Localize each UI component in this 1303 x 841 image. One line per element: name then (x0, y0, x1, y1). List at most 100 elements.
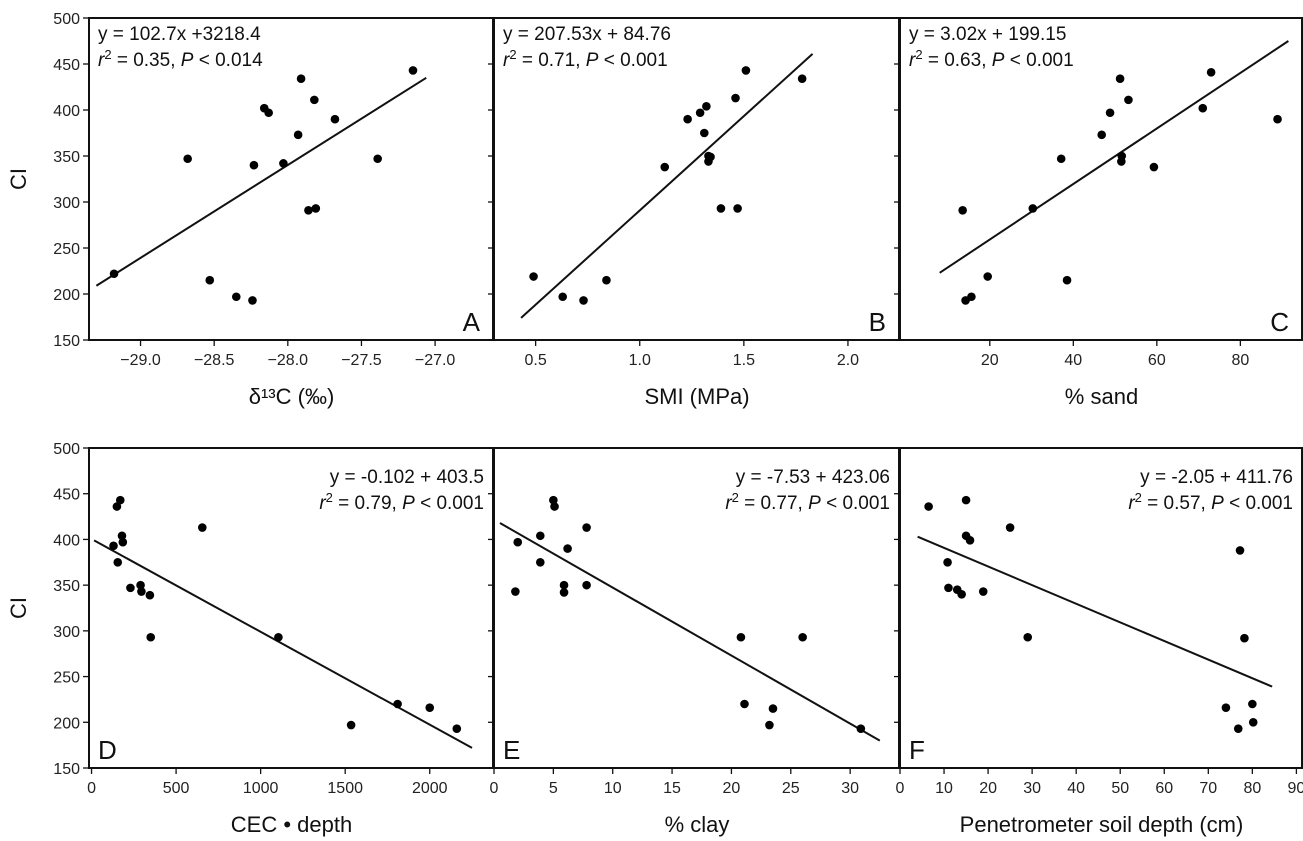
data-point (1062, 275, 1072, 285)
data-point (699, 128, 709, 138)
data-point (126, 583, 135, 593)
data-point (765, 720, 774, 730)
data-point (965, 536, 975, 545)
data-point (249, 160, 259, 170)
x-tick-label: −28.0 (268, 352, 309, 369)
data-point (145, 590, 155, 600)
data-point (716, 204, 726, 213)
data-point (109, 541, 118, 551)
x-tick-label: 0.5 (525, 352, 547, 369)
data-point (408, 66, 418, 75)
data-point (279, 159, 288, 168)
y-tick-label: 450 (53, 487, 80, 504)
data-point (1023, 632, 1033, 642)
data-point (1198, 103, 1208, 113)
x-tick-label: 80 (1243, 780, 1261, 797)
panel-F: 0 10 20 30 40 50 60 70 80 90 Penetrometer soil dep… (894, 447, 1303, 837)
data-point (117, 531, 127, 541)
x-tick-label: 1.0 (629, 352, 651, 369)
data-point (304, 205, 313, 215)
data-point (373, 154, 382, 164)
equation-label: y = 3.02x + 199.15 (909, 24, 1066, 45)
data-point (582, 580, 591, 590)
data-point (274, 632, 283, 642)
panel-letter: F (909, 735, 925, 765)
data-point (602, 275, 611, 285)
data-point (183, 154, 192, 164)
panel-letter: A (463, 307, 481, 337)
data-point (967, 292, 976, 302)
x-tick-label: 2000 (412, 780, 448, 797)
y-tick-label: 350 (53, 149, 80, 166)
data-point (943, 557, 952, 567)
y-tick-label: 200 (53, 287, 80, 304)
data-point (1235, 546, 1245, 555)
y-tick-label: 500 (53, 11, 80, 28)
x-tick-label: 80 (1231, 352, 1249, 369)
data-point (797, 74, 807, 84)
data-point (535, 557, 545, 567)
y-tick-label: 400 (53, 103, 80, 120)
x-tick-label: 20 (981, 352, 999, 369)
equation-label: y = 102.7x +3218.4 (98, 24, 261, 45)
data-point (231, 292, 241, 302)
data-point (958, 205, 967, 215)
data-point (293, 130, 303, 140)
y-tick-label: 200 (53, 715, 80, 732)
x-tick-label: 1000 (243, 780, 279, 797)
data-point (535, 531, 545, 541)
regression-line (95, 76, 427, 287)
data-point (558, 292, 568, 302)
x-tick-label: 5 (549, 780, 558, 797)
data-point (1221, 703, 1231, 712)
panel-letter: E (503, 735, 520, 765)
r2-label: r2 = 0.79, P < 0.001 (319, 490, 484, 515)
x-tick-label: 20 (723, 780, 741, 797)
y-tick-label: 300 (53, 624, 80, 641)
equation-label: y = -0.102 + 403.5 (330, 467, 484, 488)
y-tick-label: 150 (53, 761, 80, 778)
y-tick-label: 350 (53, 578, 80, 595)
equation-label: y = -2.05 + 411.76 (1140, 467, 1293, 488)
x-axis-title: % sand (1065, 384, 1138, 409)
data-point (1233, 724, 1243, 733)
equation-label: y = 207.53x + 84.76 (503, 24, 671, 45)
data-point (1105, 108, 1115, 118)
data-point (559, 580, 569, 590)
panel-letter: D (98, 735, 117, 765)
data-point (978, 587, 988, 596)
data-point (330, 114, 340, 124)
x-tick-label: 10 (604, 780, 622, 797)
x-axis-title: CEC • depth (231, 812, 352, 837)
panel-frame (899, 17, 1303, 341)
data-point (513, 537, 523, 547)
regression-line (499, 522, 881, 742)
data-point (346, 720, 356, 730)
data-point (310, 95, 319, 105)
data-point (924, 502, 933, 511)
data-point (113, 557, 123, 567)
x-tick-label: −27.0 (415, 352, 456, 369)
x-tick-label: 90 (1287, 780, 1303, 797)
regression-line (917, 535, 1273, 688)
x-tick-label: −28.5 (194, 352, 235, 369)
y-tick-label: 300 (53, 195, 80, 212)
data-point (137, 587, 146, 596)
data-point (146, 632, 156, 642)
data-point (1124, 95, 1133, 105)
data-point (205, 275, 215, 285)
data-point (311, 204, 321, 213)
panel-B: 0.5 1.0 1.5 2.0 SMI (MPa) y = 207.53x + 84.76… (488, 17, 900, 409)
x-tick-label: 1.5 (733, 352, 755, 369)
data-point (550, 502, 559, 511)
data-point (683, 114, 692, 124)
data-point (109, 269, 119, 279)
data-point (136, 580, 145, 590)
data-point (1056, 154, 1066, 164)
data-point (1097, 130, 1107, 140)
panel-frame (899, 447, 1303, 769)
data-point (1005, 523, 1015, 532)
